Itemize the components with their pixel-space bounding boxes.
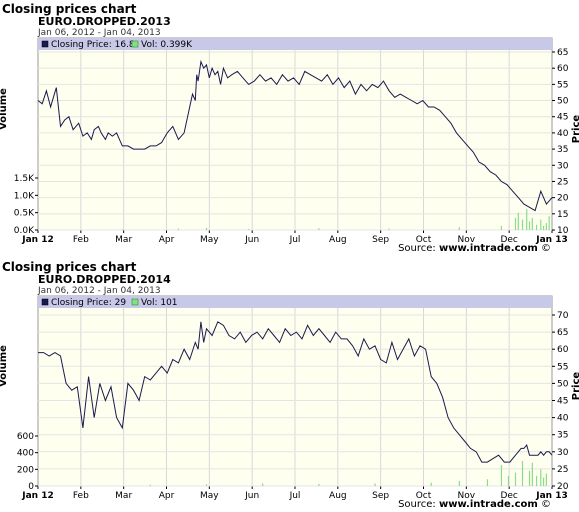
- price-axis-label: Price: [571, 372, 579, 401]
- x-tick-label: Jun: [244, 235, 259, 245]
- x-tick-label: May: [200, 491, 219, 501]
- price-tick-label: 65: [557, 328, 568, 338]
- x-tick-label: Dec: [500, 491, 517, 501]
- legend-volume-swatch: [131, 40, 139, 48]
- price-tick-label: 40: [557, 414, 569, 424]
- price-tick-label: 30: [557, 161, 569, 171]
- chart-panel-2: Closing prices chart EURO.DROPPED.2014 J…: [0, 258, 579, 512]
- volume-axis-label: Volume: [0, 88, 9, 130]
- x-tick-label: Oct: [416, 491, 432, 501]
- price-axis-label: Price: [571, 115, 579, 144]
- x-tick-label: May: [200, 235, 219, 245]
- x-tick-label: Sep: [372, 235, 389, 245]
- source-site[interactable]: www.intrade.com: [438, 499, 538, 510]
- price-tick-label: 50: [557, 97, 569, 107]
- volume-axis-label: Volume: [0, 345, 9, 387]
- price-tick-label: 45: [557, 397, 568, 407]
- price-tick-label: 15: [557, 210, 568, 220]
- price-tick-label: 20: [557, 194, 569, 204]
- chart-date-range: Jan 06, 2012 - Jan 04, 2013: [38, 286, 161, 296]
- chart-symbol: EURO.DROPPED.2014: [38, 273, 171, 286]
- copyright-icon: ©: [541, 243, 551, 254]
- x-tick-label: Oct: [416, 235, 432, 245]
- volume-tick-label: 0.5K: [14, 209, 35, 219]
- chart-heading: Closing prices chart: [2, 260, 137, 274]
- x-tick-label: Feb: [73, 235, 89, 245]
- copyright-icon: ©: [541, 499, 551, 510]
- price-volume-chart: Closing Price: 16.8 Vol: 0.399K Jan 12 Feb M…: [0, 37, 579, 245]
- price-tick-label: 20: [557, 482, 569, 492]
- legend-price-label: Closing Price: 16.8: [51, 40, 135, 50]
- price-tick-label: 55: [557, 80, 568, 90]
- volume-tick-label: 0: [28, 482, 34, 492]
- x-tick-label: Dec: [500, 235, 517, 245]
- chart-date-range: Jan 06, 2012 - Jan 04, 2013: [38, 28, 161, 38]
- price-tick-label: 70: [557, 311, 569, 321]
- price-tick-label: 25: [557, 465, 568, 475]
- source-credit[interactable]: Source: www.intrade.com ©: [398, 243, 551, 254]
- x-tick-label: Nov: [458, 235, 476, 245]
- price-tick-label: 65: [557, 48, 568, 58]
- x-tick-label: Apr: [159, 491, 175, 501]
- price-line: [38, 321, 553, 463]
- legend-band: [38, 38, 552, 50]
- price-tick-label: 60: [557, 345, 569, 355]
- price-tick-label: 25: [557, 177, 568, 187]
- volume-tick-label: 1.5K: [14, 174, 35, 184]
- x-tick-label: Jan 12: [21, 491, 54, 501]
- price-tick-label: 35: [557, 431, 568, 441]
- price-tick-label: 10: [557, 226, 569, 236]
- price-tick-label: 50: [557, 379, 569, 389]
- price-tick-label: 60: [557, 64, 569, 74]
- legend-volume-swatch: [131, 298, 139, 306]
- legend-band: [38, 296, 552, 308]
- x-tick-label: Mar: [115, 491, 132, 501]
- legend-price-label: Closing Price: 29: [51, 298, 126, 308]
- x-tick-label: Sep: [372, 491, 389, 501]
- x-tick-label: Jul: [289, 491, 301, 501]
- volume-tick-label: 1.0K: [14, 191, 35, 201]
- chart-panel-1: Closing prices chart EURO.DROPPED.2013 J…: [0, 2, 579, 254]
- x-tick-label: Jan 13: [535, 235, 568, 245]
- legend-volume-label: Vol: 101: [141, 298, 178, 308]
- volume-tick-label: 600: [17, 432, 34, 442]
- x-tick-label: Jun: [244, 491, 259, 501]
- x-tick-label: Aug: [329, 491, 347, 501]
- x-tick-label: Apr: [159, 235, 175, 245]
- source-site[interactable]: www.intrade.com: [438, 243, 538, 254]
- x-tick-label: Jan 12: [21, 235, 54, 245]
- price-tick-label: 40: [557, 129, 569, 139]
- legend-volume-label: Vol: 0.399K: [141, 40, 193, 50]
- price-tick-label: 45: [557, 113, 568, 123]
- x-tick-label: Feb: [73, 491, 89, 501]
- x-tick-label: Mar: [115, 235, 132, 245]
- volume-tick-label: 400: [17, 449, 34, 459]
- price-tick-label: 55: [557, 362, 568, 372]
- legend-price-swatch: [41, 298, 49, 306]
- x-tick-label: Jul: [289, 235, 301, 245]
- x-tick-label: Jan 13: [535, 491, 568, 501]
- legend-price-swatch: [41, 40, 49, 48]
- x-tick-label: Aug: [329, 235, 347, 245]
- price-volume-chart: Closing Price: 29 Vol: 101 Jan 12 Feb Mar Apr…: [0, 295, 579, 501]
- source-label: Source:: [398, 243, 436, 254]
- volume-tick-label: 0.0K: [14, 226, 35, 236]
- price-tick-label: 30: [557, 448, 569, 458]
- chart-symbol: EURO.DROPPED.2013: [38, 15, 171, 28]
- source-credit[interactable]: Source: www.intrade.com ©: [398, 499, 551, 510]
- chart-heading: Closing prices chart: [2, 2, 137, 16]
- volume-tick-label: 200: [17, 465, 34, 475]
- price-line: [37, 59, 553, 212]
- source-label: Source:: [398, 499, 436, 510]
- price-tick-label: 35: [557, 145, 568, 155]
- x-tick-label: Nov: [458, 491, 476, 501]
